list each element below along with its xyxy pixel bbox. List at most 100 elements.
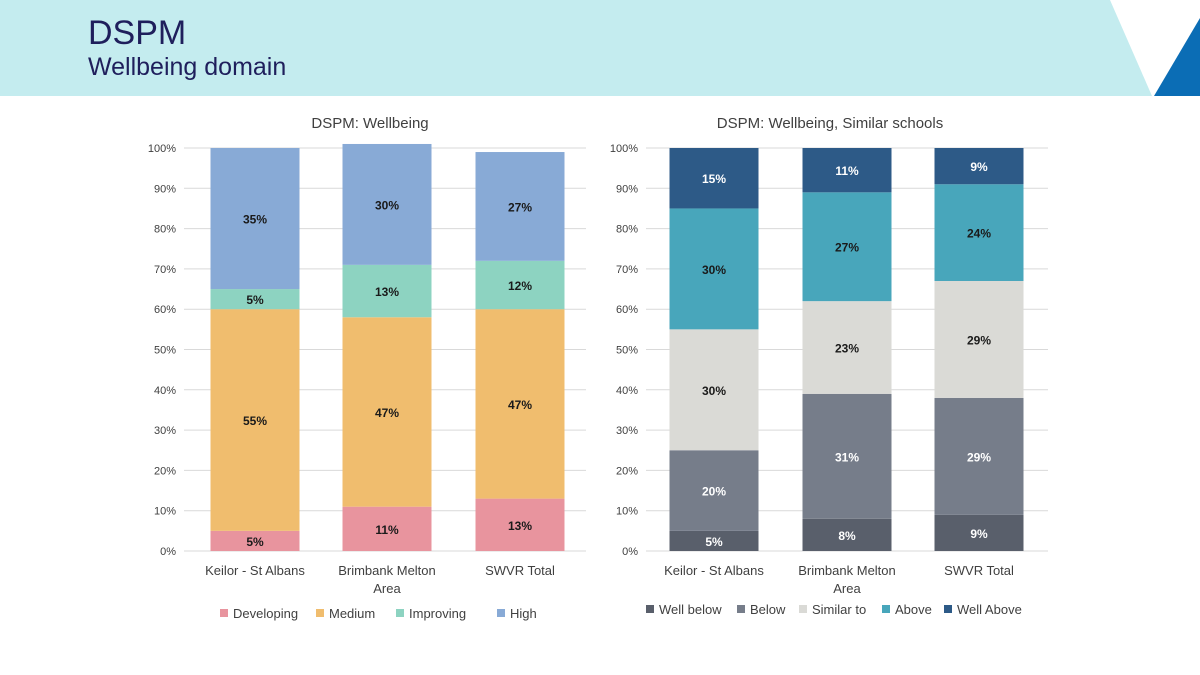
data-label: 11%	[835, 164, 859, 178]
data-label: 5%	[705, 535, 723, 549]
y-tick-label: 10%	[154, 506, 176, 518]
data-label: 24%	[967, 227, 991, 241]
y-tick-label: 0%	[160, 546, 176, 558]
bar-segment	[342, 264, 432, 318]
data-label: 15%	[702, 172, 726, 186]
bar-segment	[342, 506, 432, 551]
bar-segment	[210, 289, 300, 310]
y-tick-label: 40%	[154, 385, 176, 397]
data-label: 55%	[243, 414, 267, 428]
data-label: 5%	[246, 535, 264, 549]
y-tick-label: 40%	[616, 385, 638, 397]
y-tick-label: 80%	[616, 224, 638, 236]
y-tick-label: 20%	[616, 465, 638, 477]
bar-segment	[934, 514, 1024, 551]
chart-wellbeing: DSPM: Wellbeing 0% 10% 20% 30% 40% 50% 60% 70% 80…	[120, 100, 600, 640]
data-label: 27%	[835, 241, 859, 255]
legend-label: Above	[895, 602, 932, 617]
data-label: 9%	[970, 160, 988, 174]
data-label: 30%	[375, 198, 399, 212]
bar-segment	[475, 309, 565, 499]
bar-segment	[934, 148, 1024, 185]
x-category-label: Area	[833, 581, 861, 596]
data-label: 12%	[508, 279, 532, 293]
legend-swatch	[882, 605, 890, 613]
data-label: 30%	[702, 263, 726, 277]
y-tick-label: 0%	[622, 546, 638, 558]
data-label: 47%	[508, 398, 532, 412]
bar-segment	[669, 530, 759, 551]
chart-similar-schools: DSPM: Wellbeing, Similar schools 0% 10% 20%…	[590, 100, 1060, 640]
data-label: 27%	[508, 200, 532, 214]
legend-label: Similar to	[812, 602, 866, 617]
data-label: 30%	[702, 384, 726, 398]
bar-segment	[669, 148, 759, 209]
y-tick-label: 10%	[616, 506, 638, 518]
chart-title: DSPM: Wellbeing, Similar schools	[717, 115, 943, 132]
data-label: 9%	[970, 527, 988, 541]
legend-swatch	[396, 609, 404, 617]
y-tick-label: 70%	[154, 264, 176, 276]
data-label: 20%	[702, 485, 726, 499]
chart-title: DSPM: Wellbeing	[311, 115, 428, 132]
bar-segment	[669, 208, 759, 330]
y-tick-label: 90%	[154, 183, 176, 195]
page-title: DSPM	[88, 14, 187, 52]
y-tick-label: 60%	[154, 304, 176, 316]
y-tick-label: 20%	[154, 465, 176, 477]
x-category-label: Keilor - St Albans	[664, 563, 764, 578]
bar-segment	[934, 397, 1024, 515]
x-category-label: SWVR Total	[485, 563, 555, 578]
header-band: DSPM Wellbeing domain	[0, 0, 1200, 96]
chart-wellbeing-svg: DSPM: Wellbeing 0% 10% 20% 30% 40% 50% 60% 70% 80…	[148, 115, 586, 621]
legend-swatch	[646, 605, 654, 613]
header-band-shape	[0, 0, 1152, 96]
y-tick-label: 50%	[154, 345, 176, 357]
legend-swatch	[220, 609, 228, 617]
y-tick-label: 30%	[616, 425, 638, 437]
y-tick-label: 30%	[154, 425, 176, 437]
y-tick-label: 60%	[616, 304, 638, 316]
legend-swatch	[737, 605, 745, 613]
bar-segment	[475, 152, 565, 261]
y-tick-label: 80%	[154, 224, 176, 236]
legend-label: Medium	[329, 606, 375, 621]
data-label: 29%	[967, 450, 991, 464]
bar-segment	[802, 148, 892, 193]
y-tick-label: 70%	[616, 264, 638, 276]
data-label: 5%	[246, 293, 264, 307]
legend-swatch	[497, 609, 505, 617]
legend-swatch	[944, 605, 952, 613]
x-category-label: SWVR Total	[944, 563, 1014, 578]
bar-segment	[342, 317, 432, 507]
bar-segment	[210, 148, 300, 290]
bar-segment	[802, 301, 892, 394]
bar-segment	[475, 260, 565, 310]
x-category-label: Brimbank Melton	[338, 563, 436, 578]
data-label: 35%	[243, 213, 267, 227]
data-label: 23%	[835, 341, 859, 355]
x-category-label: Area	[373, 581, 401, 596]
data-label: 8%	[838, 529, 856, 543]
y-tick-label: 100%	[610, 143, 638, 155]
chart-similar-schools-svg: DSPM: Wellbeing, Similar schools 0% 10% 20%…	[610, 115, 1048, 617]
data-label: 29%	[967, 333, 991, 347]
x-category-label: Brimbank Melton	[798, 563, 896, 578]
y-tick-label: 50%	[616, 345, 638, 357]
page-subtitle: Wellbeing domain	[88, 53, 287, 81]
data-label: 47%	[375, 406, 399, 420]
bar-segment	[210, 309, 300, 531]
bar-segment	[669, 450, 759, 531]
data-label: 31%	[835, 450, 859, 464]
bar-segment	[802, 518, 892, 551]
bar-segment	[475, 498, 565, 551]
data-label: 13%	[375, 285, 399, 299]
header-background	[0, 0, 1200, 96]
x-category-label: Keilor - St Albans	[205, 563, 305, 578]
y-tick-label: 100%	[148, 143, 176, 155]
legend-label: High	[510, 606, 537, 621]
bar-segment	[210, 530, 300, 551]
legend-label: Improving	[409, 606, 466, 621]
legend-swatch	[316, 609, 324, 617]
bar-segment	[934, 184, 1024, 281]
